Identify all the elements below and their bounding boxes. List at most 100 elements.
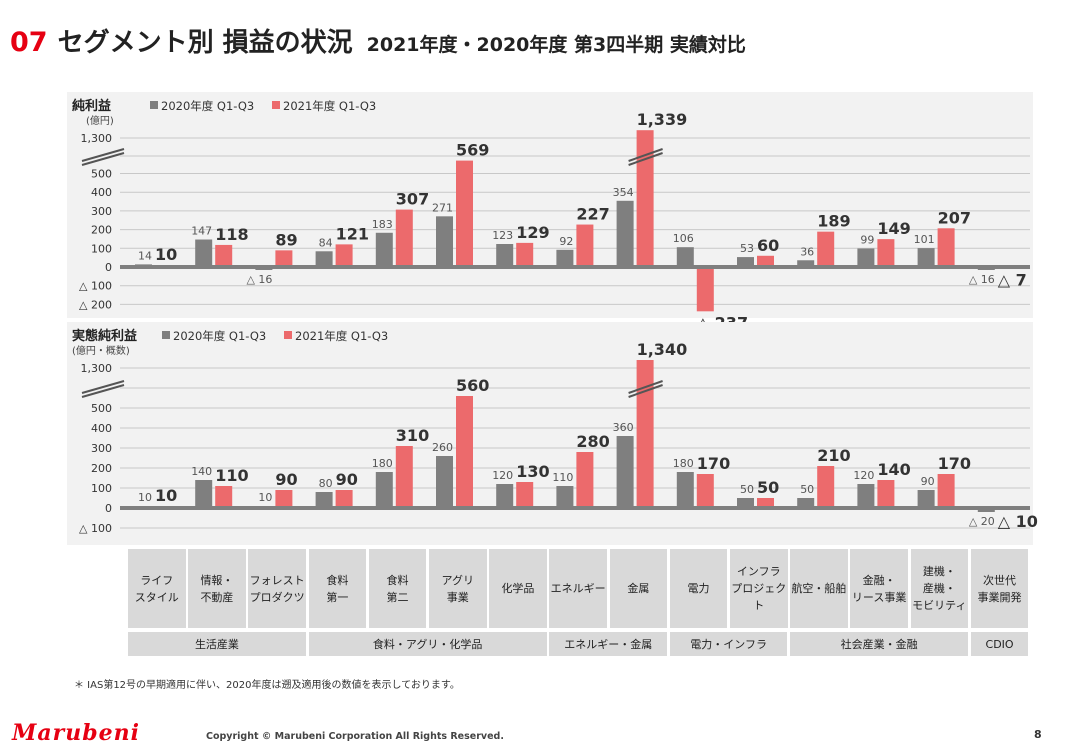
segment-cell: エネルギー [549,549,607,628]
bar-break-icon [628,148,663,166]
data-label-2020: 84 [319,236,333,249]
group-cell: 社会産業・金融 [790,632,969,656]
data-label-2021: 10 [155,245,177,264]
bar-2021 [516,242,534,267]
legend-label-2021: 2021年度 Q1-Q3 [295,329,388,343]
data-label-2020: 99 [860,233,874,246]
data-label-2021: 10 [155,486,177,505]
segment-cell: 金融・ リース事業 [850,549,908,628]
axis-break-icon [81,148,125,166]
bar-2021 [275,490,293,508]
break-stroke [628,148,663,162]
bar-2020 [917,490,935,508]
data-label-2020: 14 [138,249,152,262]
data-label-2021: 60 [757,236,779,255]
data-label-2021: 210 [817,446,850,465]
bar-break-icon [628,380,663,398]
segment-cell: 食料 第二 [368,549,427,628]
data-label-2020: 271 [432,201,453,214]
bar-2020 [616,436,634,508]
chart-title: 純利益 [72,98,111,114]
segment-cell: 情報・ 不動産 [188,549,246,628]
data-label-2020: 10 [258,491,272,504]
bar-2020 [676,247,694,267]
data-label-2021: 129 [516,223,549,242]
segment-cell: 食料 第一 [308,549,367,628]
data-label-2021: 310 [396,426,429,445]
bar-2020 [797,260,815,267]
bar-2020 [917,248,935,267]
group-cell: 電力・インフラ [669,632,788,656]
bar-2020 [857,484,875,508]
legend-swatch-2021 [272,101,280,109]
legend-swatch-2020 [162,331,170,339]
y-tick-label: 500 [91,168,112,181]
chart-unit: (億円・概数) [72,344,130,357]
segment-cell: インフラ プロジェクト [730,549,788,628]
chart-unit: (億円) [86,114,114,127]
y-tick-label: 100 [91,482,112,495]
group-cell: エネルギー・金属 [549,632,668,656]
data-label-2021: 89 [275,230,297,249]
data-label-2020: 92 [559,235,573,248]
data-label-2020: △ 16 [246,273,272,286]
bar-2021 [877,239,895,267]
footnote: ＊ IAS第12号の早期適用に伴い、2020年度は遡及適用後の数値を表示しており… [74,680,460,691]
bar-2021 [215,244,233,267]
marubeni-logo: Marubeni [12,720,140,744]
data-label-2020: 106 [673,232,694,245]
bar-2021 [516,482,534,508]
y-tick-label: 400 [91,186,112,199]
data-label-2020: 90 [921,475,935,488]
data-label-2021: 90 [275,470,297,489]
break-stroke [81,148,125,162]
bar-2021 [215,486,233,508]
page-title: 07 セグメント別 損益の状況 2021年度・2020年度 第3四半期 実績対比 [10,22,746,59]
group-cell: 生活産業 [128,632,306,656]
group-cell: 食料・アグリ・化学品 [308,632,547,656]
bar-2021 [817,231,835,267]
data-label-2021: 560 [456,376,489,395]
bar-2021 [456,396,473,508]
core-net-income-chart: 1,300 500 400 300 200 100 0 △ 100 実態純利益 (億円・概数) 20… [67,322,1038,545]
data-label-2020: 180 [372,457,393,470]
bar-2020 [797,498,815,508]
bar-2021 [395,209,413,267]
data-label-2020: 354 [613,186,634,199]
bar-2021 [576,452,594,508]
data-label-2021: 90 [336,470,358,489]
bar-2021 [757,255,774,267]
break-stroke [81,152,125,166]
bar-2021 [696,474,714,508]
page-number: 8 [1034,728,1042,741]
y-tick-label: △ 100 [79,280,112,293]
bar-2020 [496,243,514,267]
bar-2021 [937,228,955,267]
data-label-2021: 130 [516,462,549,481]
axis-break-icon [81,380,125,398]
data-label-2020: 101 [914,233,935,246]
data-label-2020: △ 20 [969,515,995,528]
bar-2021 [395,446,413,508]
bar-2020 [857,248,875,267]
y-tick-label: △ 100 [79,522,112,535]
title-main: セグメント別 損益の状況 [57,28,353,58]
segment-cell: 電力 [669,549,728,628]
legend-label-2021: 2021年度 Q1-Q3 [283,99,376,113]
data-label-2021: 50 [757,478,779,497]
bar-2020 [195,480,213,508]
y-tick-label: 200 [91,224,112,237]
copyright: Copyright © Marubeni Corporation All Rig… [206,731,504,742]
break-stroke [628,384,663,398]
data-label-2020: 183 [372,218,393,231]
bar-2021 [757,498,774,508]
data-label-2020: △ 16 [969,273,995,286]
bar-2020 [375,232,393,267]
break-stroke [81,380,125,394]
segment-cell: フォレスト プロダクツ [248,549,306,628]
bar-2020 [315,251,333,267]
bar-2021 [817,466,835,508]
data-label-2021: 307 [396,190,429,209]
y-tick-label: 200 [91,462,112,475]
